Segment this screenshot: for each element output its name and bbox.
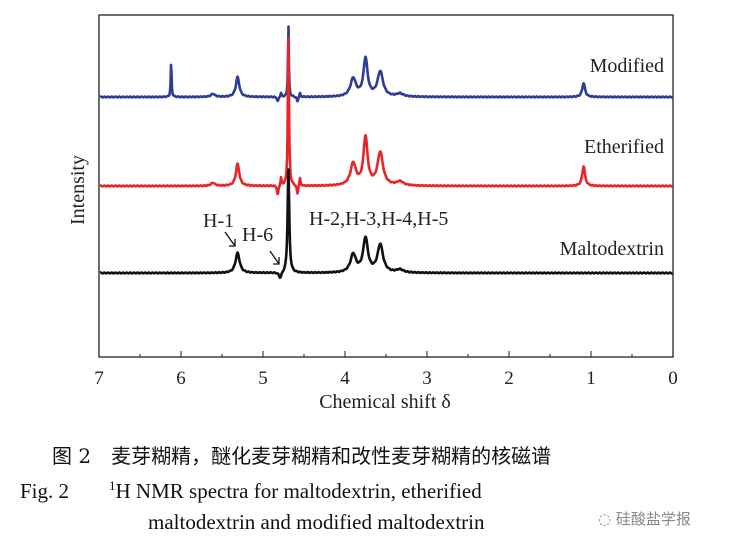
caption-chinese: 图 2 麦芽糊精，醚化麦芽糊精和改性麦芽糊精的核磁谱 [52, 444, 552, 468]
watermark-text: 硅酸盐学报 [615, 510, 691, 528]
caption-superscript: 1 [109, 478, 116, 493]
legend-modified: Modified [590, 55, 664, 77]
caption-line1-text: H NMR spectra for maltodextrin, etherifi… [115, 479, 482, 503]
x-axis-label: Chemical shift δ [319, 391, 451, 413]
caption-english-line2: maltodextrin and modified maltodextrin [148, 510, 485, 534]
x-tick-label: 0 [668, 368, 678, 389]
series-modified [99, 25, 674, 103]
legend-etherified: Etherified [584, 136, 664, 158]
caption-english-line1: Fig. 2 1H NMR spectra for maltodextrin, e… [20, 478, 482, 504]
annotation-arrows [224, 231, 280, 265]
watermark: ◌ 硅酸盐学报 [598, 508, 691, 529]
x-tick-label: 4 [340, 368, 350, 389]
legend-maltodextrin: Maltodextrin [560, 238, 664, 260]
x-tick-label: 3 [422, 368, 432, 389]
arrow-h6 [269, 250, 280, 265]
x-tick-label: 6 [176, 368, 186, 389]
caption-fig-label: Fig. 2 [20, 479, 70, 503]
wechat-icon: ◌ [598, 510, 616, 528]
series-etherified [99, 36, 674, 196]
x-tick-label: 5 [258, 368, 268, 389]
arrow-h1 [224, 231, 236, 247]
annotation-h1: H-1 [203, 210, 234, 232]
x-tick-label: 2 [504, 368, 514, 389]
x-tick-label: 7 [94, 368, 104, 389]
series-maltodextrin [99, 168, 674, 279]
annotation-h2-h5: H-2,H-3,H-4,H-5 [309, 208, 448, 230]
annotation-h6: H-6 [242, 224, 273, 246]
x-tick-label: 1 [586, 368, 596, 389]
y-axis-label: Intensity [67, 155, 89, 225]
nmr-chart: 7 6 5 4 3 2 1 0 Chemical shift δ Intensity Modi… [67, 14, 678, 413]
